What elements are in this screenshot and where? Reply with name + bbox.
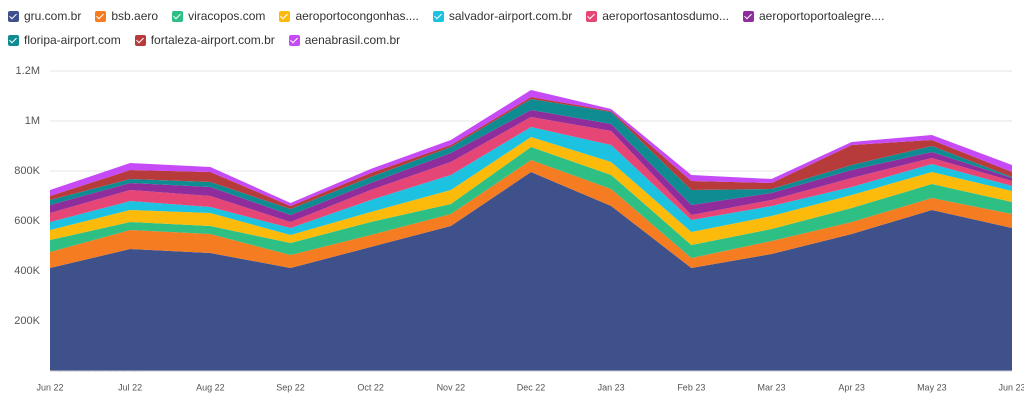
- legend-checkbox[interactable]: [432, 10, 444, 22]
- x-tick-label: May 23: [917, 382, 947, 392]
- x-tick-label: Sep 22: [276, 382, 305, 392]
- legend-label[interactable]: fortaleza-airport.com.br: [150, 33, 275, 47]
- legend-label[interactable]: aenabrasil.com.br: [304, 33, 401, 47]
- y-tick-label: 600K: [14, 215, 40, 227]
- legend-checkbox[interactable]: [8, 10, 19, 22]
- legend-label[interactable]: viracopos.com: [188, 9, 266, 23]
- legend-checkbox[interactable]: [742, 10, 754, 22]
- legend-item[interactable]: aeroportosantosdumo...: [586, 8, 729, 24]
- legend-label[interactable]: bsb.aero: [111, 9, 159, 23]
- legend-item[interactable]: aeroportocongonhas....: [279, 8, 419, 24]
- area: [50, 117, 1012, 228]
- x-tick-label: Dec 22: [517, 382, 546, 392]
- legend-checkbox[interactable]: [8, 34, 19, 46]
- area: [50, 110, 1012, 222]
- x-tick-label: Mar 23: [757, 382, 785, 392]
- legend-item[interactable]: floripa-airport.com: [8, 32, 121, 48]
- area: [50, 137, 1012, 245]
- y-tick-label: 200K: [14, 315, 40, 327]
- legend-checkbox[interactable]: [288, 34, 300, 46]
- y-tick-label: 400K: [14, 265, 40, 277]
- x-tick-label: Jul 22: [118, 382, 142, 392]
- legend-item[interactable]: fortaleza-airport.com.br: [134, 32, 275, 48]
- legend-label[interactable]: aeroportoportoalegre....: [758, 9, 885, 23]
- legend-label[interactable]: salvador-airport.com.br: [448, 9, 573, 23]
- legend-label[interactable]: aeroportocongonhas....: [295, 9, 419, 23]
- legend-label[interactable]: gru.com.br: [24, 9, 82, 23]
- legend-label[interactable]: floripa-airport.com: [24, 33, 121, 47]
- legend-checkbox[interactable]: [279, 10, 291, 22]
- x-tick-label: Jan 23: [598, 382, 625, 392]
- legend-item[interactable]: aeroportoportoalegre....: [742, 8, 885, 24]
- legend-item[interactable]: salvador-airport.com.br: [432, 8, 573, 24]
- y-tick-label: 800K: [14, 165, 40, 177]
- legend-item[interactable]: aenabrasil.com.br: [288, 32, 401, 48]
- area: [50, 147, 1012, 258]
- legend: gru.com.br bsb.aero viracopos.com aeroporto…: [8, 8, 1008, 48]
- legend-checkbox[interactable]: [134, 34, 146, 46]
- x-tick-label: Jun 23: [998, 382, 1024, 392]
- x-tick-label: Aug 22: [196, 382, 225, 392]
- x-tick-label: Feb 23: [677, 382, 705, 392]
- x-tick-label: Oct 22: [357, 382, 384, 392]
- y-tick-label: 1.2M: [16, 65, 40, 77]
- y-tick-label: 1M: [25, 115, 40, 127]
- legend-checkbox[interactable]: [95, 10, 107, 22]
- legend-label[interactable]: aeroportosantosdumo...: [602, 9, 729, 23]
- legend-item[interactable]: bsb.aero: [95, 8, 158, 24]
- legend-item[interactable]: viracopos.com: [172, 8, 265, 24]
- x-tick-label: Jun 22: [36, 382, 63, 392]
- legend-item[interactable]: gru.com.br: [8, 8, 81, 24]
- x-tick-label: Apr 23: [838, 382, 865, 392]
- legend-checkbox[interactable]: [586, 10, 598, 22]
- area: [50, 127, 1012, 235]
- area: [50, 172, 1012, 371]
- legend-checkbox[interactable]: [172, 10, 184, 22]
- x-tick-label: Nov 22: [437, 382, 466, 392]
